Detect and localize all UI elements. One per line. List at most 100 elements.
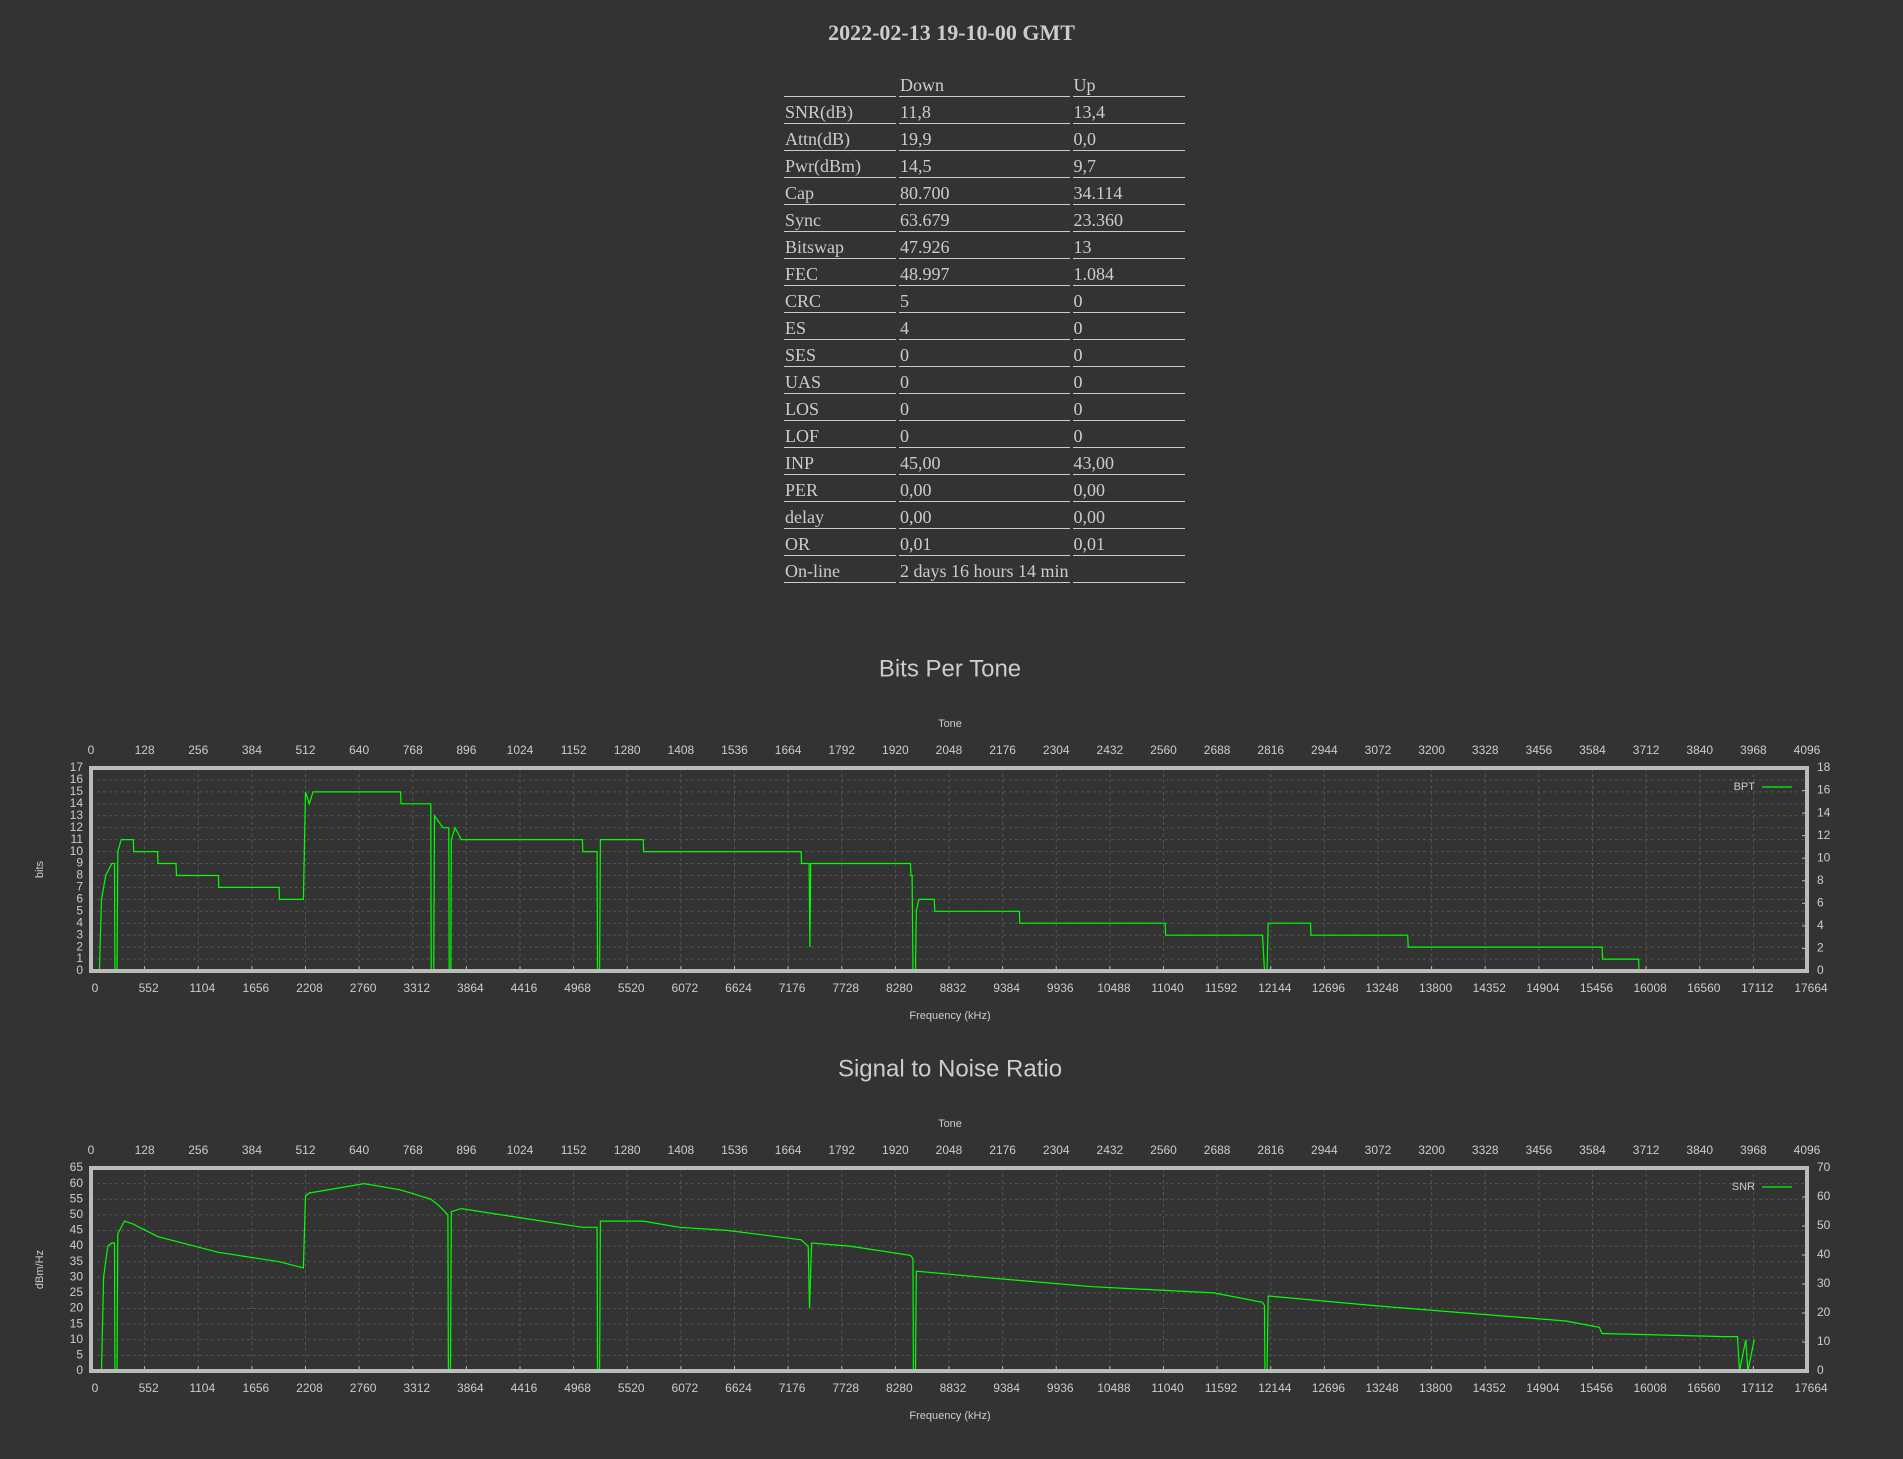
- x-top-tick-label: 2304: [1043, 1143, 1070, 1157]
- y2-tick-label: 70: [1817, 1160, 1831, 1174]
- y2-tick-label: 0: [1817, 963, 1824, 977]
- x-tick-label: 14904: [1526, 981, 1560, 995]
- y-tick-label: 55: [70, 1191, 84, 1205]
- header-cell: [784, 70, 896, 97]
- x-tick-label: 13248: [1365, 981, 1399, 995]
- x-top-tick-label: 0: [88, 743, 95, 757]
- y-label: bits: [34, 860, 46, 878]
- y-tick-label: 50: [70, 1207, 84, 1221]
- x-top-tick-label: 3712: [1633, 743, 1660, 757]
- row-label: OR: [784, 529, 896, 556]
- x-top-tick-label: 1664: [775, 743, 802, 757]
- x-top-tick-label: 1024: [507, 743, 534, 757]
- table-row: On-line 2 days 16 hours 14 min: [784, 556, 1185, 583]
- y2-tick-label: 30: [1817, 1276, 1831, 1290]
- y-tick-label: 0: [76, 1363, 83, 1377]
- x-top-tick-label: 2304: [1043, 743, 1070, 757]
- y-tick-label: 5: [76, 903, 83, 917]
- x-top-tick-label: 3456: [1526, 743, 1553, 757]
- x-top-tick-label: 384: [242, 1143, 262, 1157]
- y-tick-label: 10: [70, 1332, 84, 1346]
- x-tick-label: 2760: [350, 1381, 377, 1395]
- x-top-tick-label: 3328: [1472, 1143, 1499, 1157]
- table-row: Sync 63.679 23.360: [784, 205, 1185, 232]
- table-cell: 34.114: [1072, 178, 1185, 205]
- x-tick-label: 3864: [457, 981, 484, 995]
- x-tick-label: 16008: [1633, 1381, 1667, 1395]
- y-tick-label: 7: [76, 880, 83, 894]
- x-tick-label: 11040: [1151, 981, 1184, 995]
- table-cell: 5: [899, 286, 1070, 313]
- table-row: PER 0,00 0,00: [784, 475, 1185, 502]
- stats-table: Down Up SNR(dB) 11,8 13,4 Attn(dB) 19,9 0,0 Pwr(…: [781, 70, 1188, 583]
- x-top-tick-label: 2688: [1204, 743, 1231, 757]
- table-cell: 0: [1072, 421, 1185, 448]
- x-tick-label: 11040: [1151, 1381, 1184, 1395]
- column-header: Up: [1072, 70, 1185, 97]
- x-tick-label: 12696: [1312, 1381, 1346, 1395]
- table-row: delay 0,00 0,00: [784, 502, 1185, 529]
- y-tick-label: 9: [76, 856, 83, 870]
- table-cell: 4: [899, 313, 1070, 340]
- x-tick-label: 6624: [725, 981, 752, 995]
- x-top-tick-label: 640: [349, 743, 369, 757]
- x-tick-label: 6624: [725, 1381, 752, 1395]
- y2-tick-label: 10: [1817, 1334, 1831, 1348]
- row-label: LOF: [784, 421, 896, 448]
- x-tick-label: 0: [92, 981, 99, 995]
- row-label: delay: [784, 502, 896, 529]
- y2-tick-label: 10: [1817, 850, 1831, 864]
- x-tick-label: 1104: [189, 981, 215, 995]
- x-top-tick-label: 2944: [1311, 743, 1338, 757]
- y2-tick-label: 14: [1817, 805, 1831, 819]
- table-cell: 80.700: [899, 178, 1070, 205]
- x-top-tick-label: 3840: [1686, 1143, 1713, 1157]
- x-top-tick-label: 256: [188, 743, 208, 757]
- table-cell: 0,01: [1072, 529, 1185, 556]
- y2-tick-label: 8: [1817, 873, 1824, 887]
- x-tick-label: 12144: [1258, 1381, 1292, 1395]
- y-tick-label: 40: [70, 1238, 84, 1252]
- x-top-tick-label: 768: [403, 1143, 423, 1157]
- row-label: FEC: [784, 259, 896, 286]
- x-tick-label: 6072: [672, 1381, 699, 1395]
- row-label: Cap: [784, 178, 896, 205]
- table-cell: 0: [1072, 313, 1185, 340]
- legend-label: BPT: [1734, 781, 1756, 793]
- y2-tick-label: 16: [1817, 783, 1831, 797]
- x-top-tick-label: 256: [188, 1143, 208, 1157]
- x-label: Frequency (kHz): [909, 1010, 990, 1022]
- table-cell: 2 days 16 hours 14 min: [899, 556, 1070, 583]
- table-cell: 0,01: [899, 529, 1070, 556]
- x-tick-label: 17112: [1741, 1381, 1774, 1395]
- table-cell: 0,00: [1072, 502, 1185, 529]
- x-tick-label: 15456: [1580, 1381, 1614, 1395]
- x-top-tick-label: 1792: [828, 1143, 855, 1157]
- x-top-tick-label: 1792: [828, 743, 855, 757]
- x-top-tick-label: 2816: [1257, 743, 1284, 757]
- table-cell: 0: [899, 367, 1070, 394]
- y2-tick-label: 40: [1817, 1247, 1831, 1261]
- x-top-tick-label: 1664: [775, 1143, 802, 1157]
- y-tick-label: 45: [70, 1223, 84, 1237]
- x-tick-label: 16008: [1633, 981, 1667, 995]
- x-tick-label: 16560: [1687, 981, 1721, 995]
- row-label: ES: [784, 313, 896, 340]
- x-top-tick-label: 2048: [936, 743, 963, 757]
- y-tick-label: 12: [70, 820, 84, 834]
- x-tick-label: 10488: [1097, 981, 1131, 995]
- x-top-tick-label: 1152: [561, 743, 587, 757]
- table-cell: 0: [899, 394, 1070, 421]
- x-top-tick-label: 1920: [882, 743, 909, 757]
- data-line: [91, 1182, 1755, 1372]
- x-tick-label: 9936: [1047, 981, 1074, 995]
- x-top-tick-label: 4096: [1794, 1143, 1821, 1157]
- y-tick-label: 17: [70, 760, 84, 774]
- x-top-tick-label: 1408: [668, 743, 695, 757]
- y2-tick-label: 50: [1817, 1218, 1831, 1232]
- table-row: SES 0 0: [784, 340, 1185, 367]
- table-cell: 13: [1072, 232, 1185, 259]
- chart-title: Bits Per Tone: [879, 655, 1021, 682]
- x-top-tick-label: 1408: [668, 1143, 695, 1157]
- x-top-tick-label: 1152: [561, 1143, 587, 1157]
